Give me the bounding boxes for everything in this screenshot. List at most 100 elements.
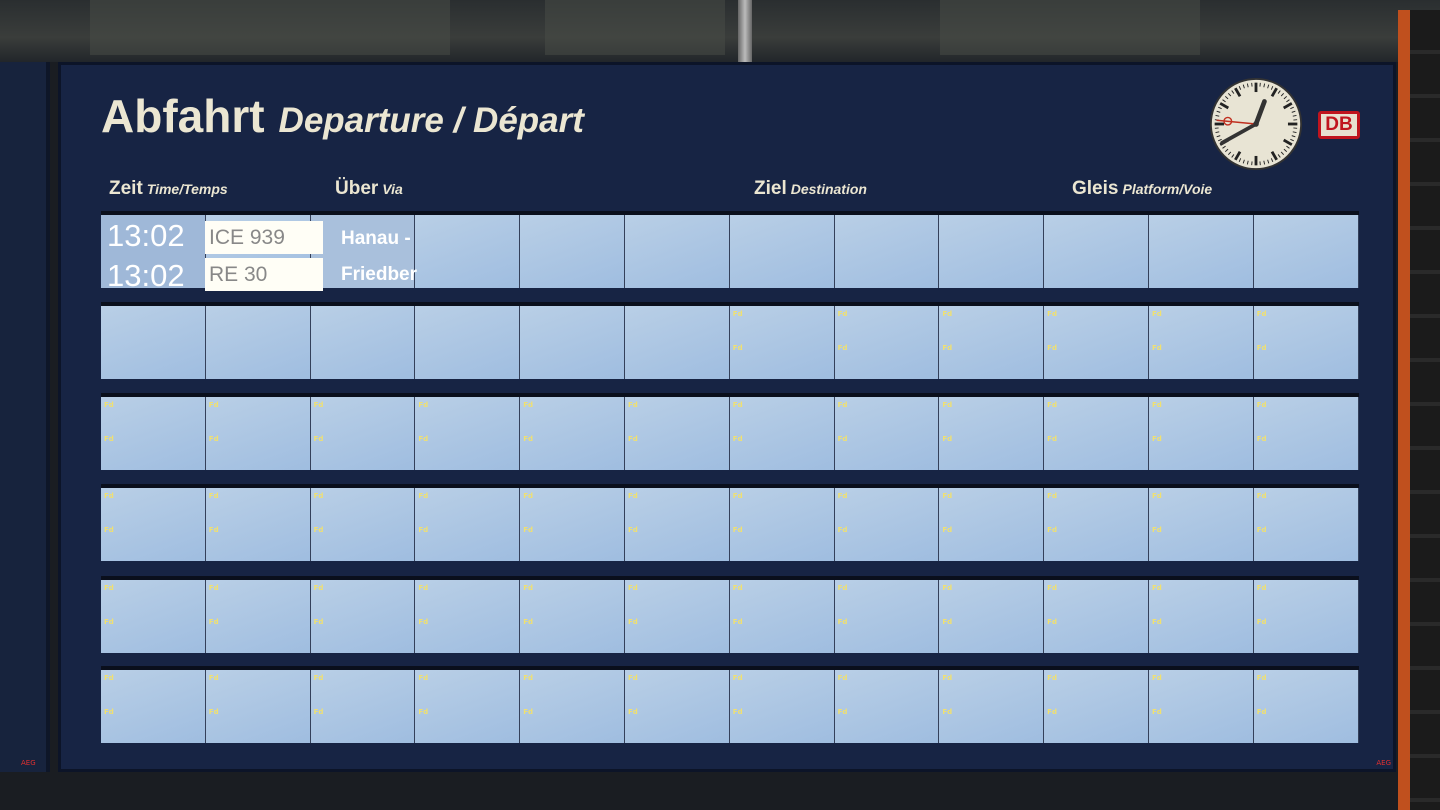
blank-flap-mark: Fd [732,526,743,534]
clock-tick [1246,83,1249,88]
clock-tick [1290,106,1294,110]
flap-cell: Fd Fd [415,488,521,561]
flap-cell: Fd Fd [624,397,730,470]
blank-flap-mark: Fd [313,526,324,534]
blank-flap-mark: Fd [418,526,429,534]
blank-flap-mark: Fd [837,526,848,534]
blank-flap-mark: Fd [1256,401,1267,409]
blank-flap-mark: Fd [732,492,743,500]
blank-flap-mark: Fd [942,401,953,409]
flap-cell [624,215,730,288]
blank-flap-mark: Fd [313,401,324,409]
blank-flap-mark: Fd [837,584,848,592]
flap-cell: Fd Fd [729,580,835,653]
blank-flap-mark: Fd [418,401,429,409]
clock-tick [1291,135,1296,138]
blank-flap-mark: Fd [942,492,953,500]
flap-cell: Fd Fd [1253,306,1359,379]
flap-cell [939,215,1045,288]
blank-flap-mark: Fd [1047,674,1057,682]
clock-tick [1282,102,1293,110]
train-number: RE 30 [205,258,323,291]
clock-tick [1283,148,1288,153]
clock-tick [1292,114,1297,117]
blank-flap-mark: Fd [732,584,743,592]
clock-tick [1270,150,1278,161]
adjacent-board [0,62,50,772]
flap-cell: Fd Fd [205,580,311,653]
blank-flap-mark: Fd [418,674,429,682]
flap-cell [520,215,625,288]
via-station: Hanau - [341,228,411,249]
blank-flap-mark: Fd [1151,526,1162,534]
flap-cell: Fd Fd [1148,397,1254,470]
blank-flap-mark: Fd [313,584,324,592]
flap-cell: Fd Fd [1044,306,1149,379]
column-header-via: Über Via [335,178,403,199]
blank-flap-mark: Fd [732,708,743,716]
train-number: ICE 939 [205,221,323,254]
blank-flap-mark: Fd [627,708,638,716]
flap-cell: Fd Fd [101,488,206,561]
blank-flap-mark: Fd [208,526,219,534]
clock-tick [1231,154,1235,158]
blank-flap-mark: Fd [1047,344,1057,352]
blank-flap-mark: Fd [1256,344,1267,352]
flap-cell: Fd Fd [939,306,1045,379]
flap-cell [1253,215,1359,288]
blank-flap-mark: Fd [627,435,638,443]
blank-flap-mark: Fd [732,618,743,626]
flap-cell: Fd Fd [415,397,521,470]
flap-cell: Fd Fd [939,397,1045,470]
flap-cell: Fd Fd [1253,488,1359,561]
blank-flap-mark: Fd [208,618,219,626]
board-row: Fd Fd Fd Fd Fd Fd Fd Fd Fd Fd Fd Fd Fd Fd Fd Fd Fd Fd Fd Fd… [101,393,1359,470]
board-row: Fd Fd Fd Fd Fd Fd Fd Fd Fd Fd Fd Fd Fd Fd Fd Fd Fd Fd Fd Fd… [101,666,1359,743]
blank-flap-mark: Fd [208,492,219,500]
flap-cell: Fd Fd [729,670,835,743]
blank-flap-mark: Fd [837,344,848,352]
flap-cell: Fd Fd [205,670,311,743]
flap-cell [205,306,311,379]
flap-cell: Fd Fd [310,397,416,470]
flap-cell [415,215,521,288]
flap-cell [101,306,206,379]
clock-tick [1286,145,1290,149]
blank-flap-mark: Fd [1047,435,1057,443]
blank-flap-mark: Fd [1256,526,1267,534]
blank-flap-mark: Fd [837,674,848,682]
flap-cell: Fd Fd [310,670,416,743]
blank-flap-mark: Fd [523,584,533,592]
blank-flap-mark: Fd [418,584,429,592]
blank-flap-mark: Fd [208,584,219,592]
flap-cell: Fd Fd [101,397,206,470]
blank-flap-mark: Fd [1151,344,1162,352]
clock-tick [1215,131,1220,134]
flap-cell: Fd Fd [729,397,835,470]
blank-flap-mark: Fd [104,584,114,592]
flap-cell: Fd Fd [1044,580,1149,653]
flap-cell [310,306,416,379]
column-header-platform: Gleis Platform/Voie [1072,178,1213,199]
blank-flap-mark: Fd [627,401,638,409]
flap-cell: Fd Fd [1148,670,1254,743]
manufacturer-label: AEG [1376,759,1391,767]
blank-flap-mark: Fd [418,492,429,500]
blank-flap-mark: Fd [104,526,114,534]
departure-time: 13:02 [107,258,185,293]
blank-flap-mark: Fd [942,435,953,443]
blank-flap-mark: Fd [1256,584,1267,592]
clock-tick [1242,159,1245,164]
clock-tick [1282,138,1293,146]
blank-flap-mark: Fd [313,492,324,500]
departure-time: 13:02 [107,218,185,253]
blank-flap-mark: Fd [313,618,324,626]
clock-tick [1277,154,1281,158]
blank-flap-mark: Fd [627,526,638,534]
flap-cell [310,215,416,288]
clock-tick [1218,138,1222,142]
flap-cell: Fd Fd [624,670,730,743]
clock-tick [1219,102,1230,110]
flap-cell [520,306,625,379]
blank-flap-mark: Fd [208,674,219,682]
